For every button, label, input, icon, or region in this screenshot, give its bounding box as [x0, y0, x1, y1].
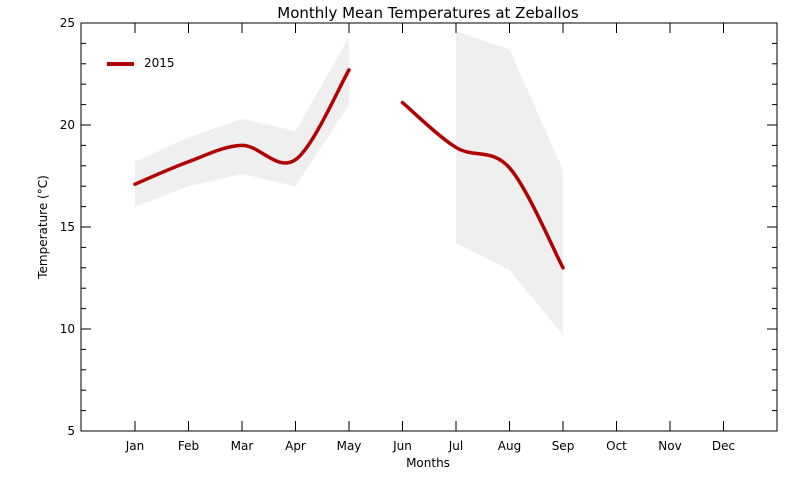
x-tick-label-oct: Oct	[606, 439, 627, 453]
legend: 2015	[107, 56, 175, 70]
x-axis-title: Months	[406, 456, 450, 470]
series-line-2015-segment-1	[133, 68, 351, 186]
x-tick-label-aug: Aug	[498, 439, 521, 453]
x-tick-label-jul: Jul	[448, 439, 463, 453]
x-tick-label-apr: Apr	[285, 439, 306, 453]
range-band-1	[135, 37, 349, 207]
chart-title: Monthly Mean Temperatures at Zeballos	[277, 4, 579, 22]
y-tick-label: 10	[60, 322, 75, 336]
plot-frame	[80, 22, 778, 432]
x-tick-label-sep: Sep	[552, 439, 575, 453]
x-tick-label-dec: Dec	[712, 439, 735, 453]
x-axis-ticks: Jan Feb Mar Apr May Jun Jul Aug Sep Oct Nov Dec	[125, 23, 735, 453]
series-line-2015-segment-2	[400, 100, 565, 270]
x-tick-label-may: May	[337, 439, 362, 453]
y-tick-label: 25	[60, 16, 75, 30]
y-axis-title: Temperature (°C)	[36, 175, 50, 280]
x-tick-label-mar: Mar	[231, 439, 254, 453]
legend-label-2015: 2015	[144, 56, 175, 70]
y-tick-label: 15	[60, 220, 75, 234]
x-tick-label-jan: Jan	[125, 439, 145, 453]
range-band-layer	[135, 31, 563, 336]
y-tick-label: 20	[60, 118, 75, 132]
y-tick-label: 5	[67, 424, 75, 438]
x-tick-label-feb: Feb	[178, 439, 199, 453]
line-layer	[133, 68, 565, 270]
x-tick-label-jun: Jun	[392, 439, 412, 453]
range-band-2	[456, 31, 563, 336]
y-axis-ticks: 5 10 15 20 25	[60, 16, 777, 438]
x-tick-label-nov: Nov	[658, 439, 681, 453]
